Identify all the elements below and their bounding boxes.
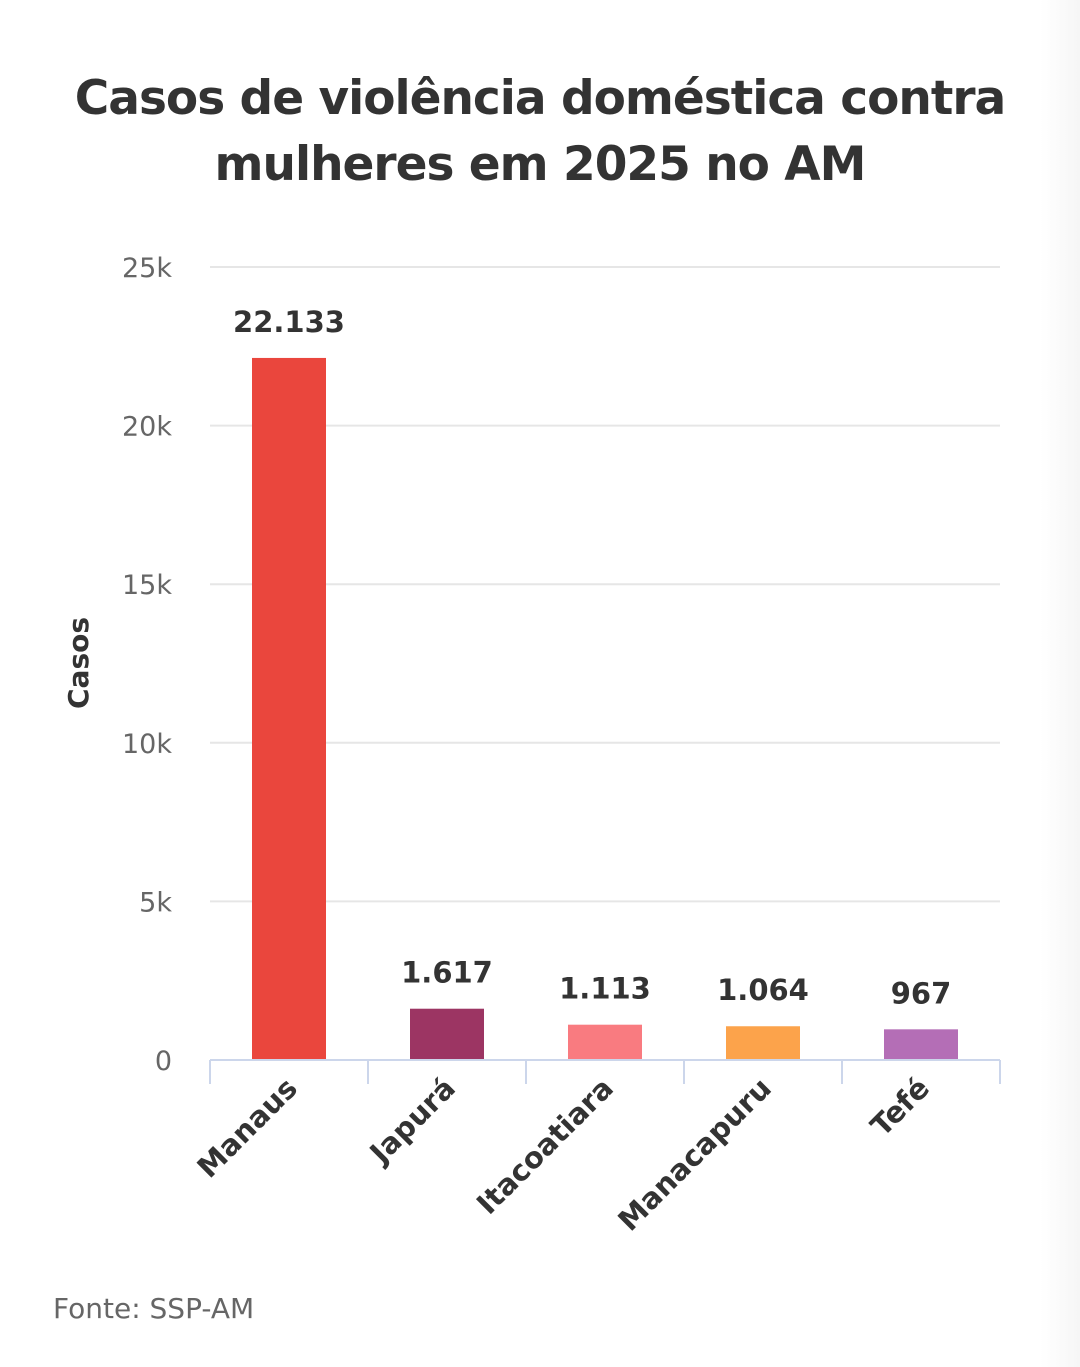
bar-itacoatiara (568, 1024, 642, 1060)
y-tick-label: 25k (122, 253, 172, 284)
y-tick-label: 20k (122, 412, 172, 443)
x-tick-label: Itacoatiara (470, 1071, 620, 1221)
y-tick-label: 10k (122, 729, 172, 760)
data-label: 967 (891, 976, 952, 1010)
bar-japurá (410, 1008, 484, 1060)
data-label: 1.617 (401, 956, 493, 990)
title-line-2: mulheres em 2025 no AM (214, 137, 867, 192)
title-line-1: Casos de violência doméstica contra (74, 71, 1006, 126)
x-tick-label: Tefé (864, 1071, 936, 1143)
y-tick-label: 5k (139, 887, 172, 918)
bar-manaus (252, 357, 326, 1060)
chart-title: Casos de violência doméstica contra mulhe… (0, 66, 1080, 198)
source-note: Fonte: SSP-AM (53, 1292, 255, 1325)
y-tick-label: 0 (155, 1046, 172, 1077)
x-tick-label: Manaus (190, 1071, 304, 1185)
x-tick-label: Manacapuru (611, 1071, 778, 1238)
y-tick-label: 15k (122, 570, 172, 601)
page-edge (1040, 0, 1080, 1367)
bar-tefé (884, 1029, 958, 1060)
data-label: 22.133 (233, 305, 345, 339)
data-label: 1.064 (717, 973, 809, 1007)
x-tick-label: Japurá (362, 1071, 462, 1171)
data-label: 1.113 (559, 972, 651, 1006)
y-axis-title: Casos (62, 617, 95, 709)
bar-manacapuru (726, 1026, 800, 1060)
